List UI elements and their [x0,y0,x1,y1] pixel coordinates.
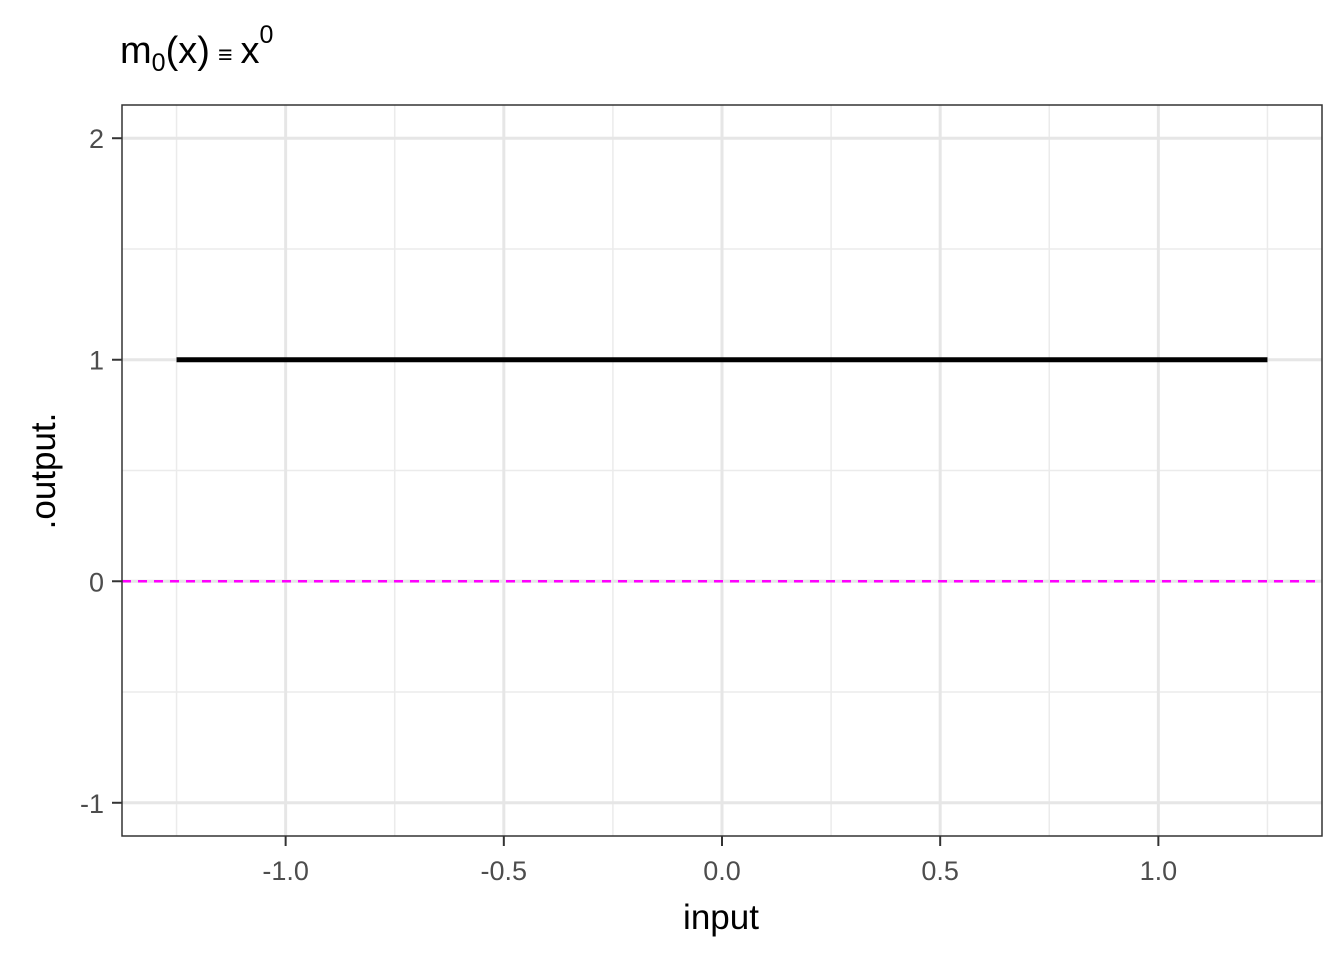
title-base: m [120,30,152,72]
x-axis: -1.0 -0.5 0.0 0.5 1.0 [262,836,1177,886]
title-superscript: 0 [259,21,273,49]
y-tick-label: 2 [89,124,104,154]
y-tick-label: 0 [89,567,104,597]
x-tick-label: -1.0 [262,856,309,886]
x-tick-label: 0.0 [703,856,741,886]
title-equiv: ≡ [218,41,233,69]
x-tick-label: -0.5 [481,856,528,886]
title-middle: (x) [166,30,210,72]
chart-title: m0(x) ≡ x0 [120,21,273,77]
x-tick-label: 0.5 [921,856,959,886]
title-subscript: 0 [152,49,166,77]
y-tick-label: 1 [89,346,104,376]
title-var: x [240,30,259,72]
x-tick-label: 1.0 [1140,856,1178,886]
y-axis-title: .output. [24,413,63,530]
y-axis: -1 0 1 2 [80,124,122,819]
x-axis-title: input [683,898,759,937]
y-tick-label: -1 [80,789,104,819]
